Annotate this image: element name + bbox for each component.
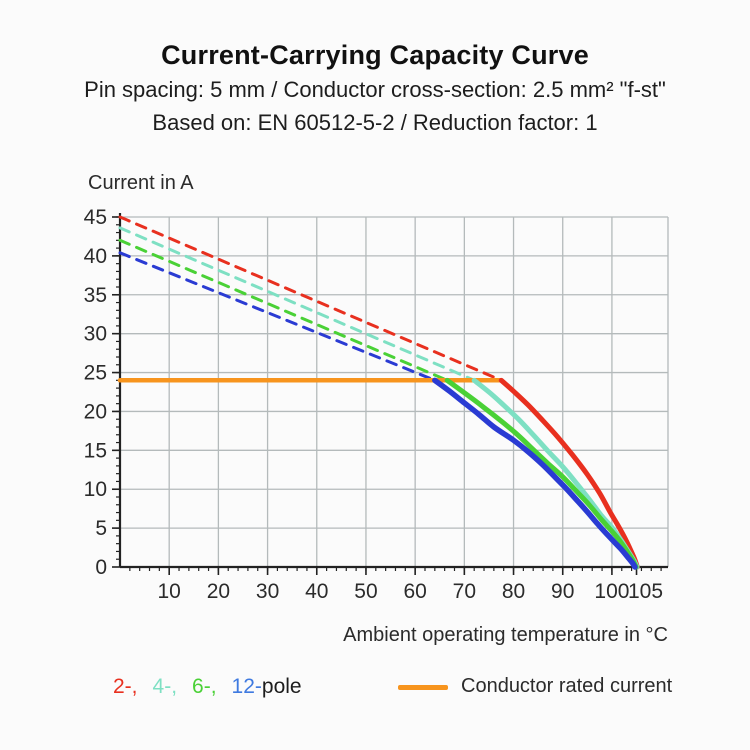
pole-legend: 2-, 4-, 6-, 12-pole	[113, 675, 302, 699]
x-tick-label: 20	[207, 580, 230, 603]
x-tick-label: 60	[403, 580, 426, 603]
y-tick-label: 5	[95, 517, 107, 540]
x-tick-label: 100	[594, 580, 629, 603]
x-tick-label: 70	[453, 580, 476, 603]
legend-pole-12: 12-	[231, 675, 262, 698]
rated-current-label: Conductor rated current	[461, 675, 673, 697]
y-tick-label: 15	[84, 439, 107, 462]
legend-pole-2: 2-,	[113, 675, 138, 698]
curve-6-pole	[444, 377, 639, 570]
y-axis-title: Current in A	[88, 172, 194, 194]
y-tick-label: 25	[84, 362, 107, 385]
curve-6-pole-derating-dashed-	[118, 238, 449, 382]
x-tick-label: 80	[502, 580, 525, 603]
x-tick-label: 40	[305, 580, 328, 603]
curve-2-pole-derating-dashed-	[118, 215, 503, 382]
subtitle-pin-spacing: Pin spacing: 5 mm / Conductor cross-sect…	[84, 77, 666, 102]
page-title: Current-Carrying Capacity Curve	[161, 40, 589, 70]
rated-current-legend: Conductor rated current	[398, 675, 672, 698]
y-tick-label: 0	[95, 556, 107, 579]
legend-pole-4: 4-,	[152, 675, 178, 698]
curve-12-pole-derating-dashed-	[118, 251, 437, 382]
x-tick-label: 105	[628, 580, 663, 603]
y-tick-label: 20	[84, 400, 107, 423]
legend-pole-6: 6-,	[192, 675, 217, 698]
y-tick-label: 30	[84, 323, 107, 346]
rated-current-line-swatch	[398, 685, 448, 690]
y-tick-label: 40	[84, 245, 107, 268]
y-tick-label: 45	[84, 206, 107, 229]
y-tick-label: 35	[84, 284, 107, 307]
x-tick-label: 90	[551, 580, 574, 603]
x-tick-label: 30	[256, 580, 279, 603]
x-tick-label: 10	[158, 580, 181, 603]
curve-4-pole-derating-dashed-	[118, 226, 476, 382]
subtitle-standard: Based on: EN 60512-5-2 / Reduction facto…	[152, 110, 598, 135]
x-axis-title: Ambient operating temperature in °C	[343, 624, 668, 646]
y-tick-label: 10	[84, 478, 107, 501]
legend-pole-suffix: pole	[261, 675, 302, 698]
curve-12-pole	[432, 377, 638, 570]
curve-2-pole	[498, 377, 640, 570]
x-tick-label: 50	[354, 580, 377, 603]
